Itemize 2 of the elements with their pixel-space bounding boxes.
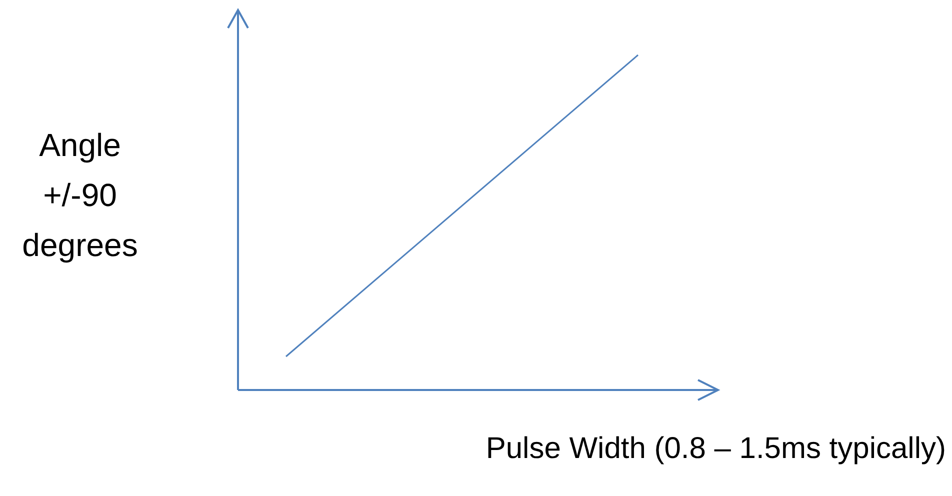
x-axis-title: Pulse Width (0.8 – 1.5ms typically) [486,432,946,466]
y-axis-title: Angle +/-90 degrees [21,126,139,265]
